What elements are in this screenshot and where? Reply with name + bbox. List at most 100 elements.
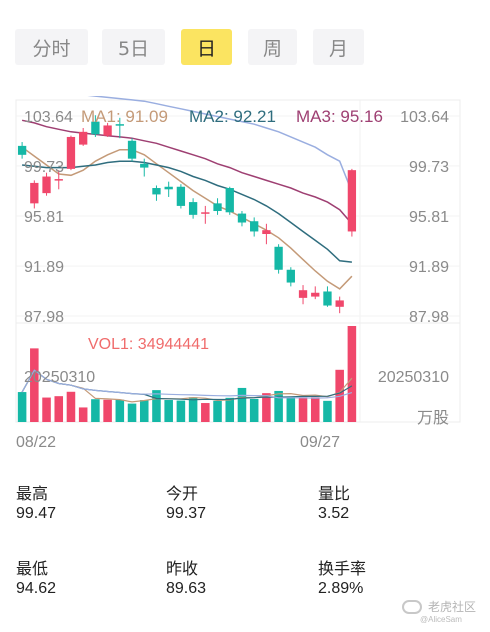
x-axis-end: 09/27 (300, 434, 340, 451)
price-tick-left: 91.89 (24, 259, 64, 276)
watermark-user: @AliceSam (420, 615, 462, 624)
volume-bar (225, 397, 235, 422)
candle-body (262, 230, 271, 235)
candle-body (335, 300, 344, 307)
stat-open-label: 今开 (166, 484, 199, 503)
volume-bar (42, 397, 51, 422)
candle-body (347, 170, 357, 232)
stat-turnover-value: 2.89% (318, 580, 364, 597)
candle-body (30, 182, 39, 204)
ma3-line (21, 119, 353, 225)
volume-bar (127, 403, 137, 422)
stat-volume-ratio-value: 3.52 (318, 505, 350, 522)
volume-unit: 万股 (417, 408, 449, 427)
tab-daily[interactable]: 日 (181, 29, 232, 65)
volume-bar (347, 326, 357, 422)
stat-open-value: 99.37 (166, 505, 207, 522)
volume-bar (17, 392, 27, 422)
volume-bar (286, 397, 296, 422)
candle-body (250, 221, 259, 232)
volume-legend: VOL1: 34944441 (88, 336, 209, 353)
ma1-line (21, 146, 353, 290)
volume-bar (164, 400, 173, 422)
volume-bar (30, 348, 39, 422)
candle-body (213, 203, 222, 212)
volume-bar (152, 390, 161, 422)
kline-chart[interactable]: 103.64 103.64 99.73 99.73 95.81 95.81 91.89 91.… (0, 96, 490, 456)
candle-body (274, 246, 283, 270)
tab-weekly[interactable]: 周 (248, 29, 297, 65)
price-tick-right: 87.98 (409, 309, 449, 326)
volume-bar (139, 400, 149, 422)
stat-high-label: 最高 (16, 484, 49, 503)
volume-bar (78, 407, 88, 422)
period-tabs: 分时 5日 日 周 月 (0, 0, 490, 90)
volume-bar (298, 397, 308, 422)
price-tick-left: 95.81 (24, 209, 64, 226)
watermark-text: 老虎社区 (428, 600, 477, 614)
volume-bar (274, 390, 283, 422)
candle-body (79, 131, 88, 145)
volume-bar (262, 393, 271, 422)
tab-5day[interactable]: 5日 (102, 29, 165, 65)
candle-body (140, 163, 149, 168)
candle-body (323, 291, 332, 306)
x-axis-start: 08/22 (16, 434, 56, 451)
volume-ma-line (21, 369, 353, 399)
volume-axis-top: 20250310 (378, 369, 449, 386)
tab-monthly[interactable]: 月 (313, 29, 364, 65)
candle-body (286, 269, 295, 283)
volume-bar (103, 399, 112, 422)
stat-low-value: 94.62 (16, 580, 57, 597)
volume-bar (188, 397, 198, 422)
candle-body (237, 213, 247, 223)
volume-bar (54, 396, 64, 422)
stat-high-value: 99.47 (16, 505, 57, 522)
candle-body (201, 212, 210, 214)
stat-prev-close-label: 昨收 (166, 559, 199, 578)
candle-body (127, 140, 137, 159)
volume-bars (17, 326, 357, 422)
stat-volume-ratio-label: 量比 (318, 484, 351, 503)
candle-body (176, 186, 186, 206)
price-tick-left: 103.64 (24, 109, 73, 126)
candle-body (164, 186, 173, 190)
moving-average-lines (21, 96, 353, 290)
ma2-legend: MA2: 92.21 (189, 107, 276, 126)
candle-body (17, 145, 27, 155)
chart-labels: 103.64 103.64 99.73 99.73 95.81 95.81 91.89 91.… (16, 107, 449, 451)
volume-bar (237, 387, 247, 422)
volume-axis-top-left: 20250310 (24, 369, 95, 386)
volume-bar (66, 391, 76, 422)
price-tick-right: 99.73 (409, 159, 449, 176)
ma3-legend: MA3: 95.16 (296, 107, 383, 126)
ma1-legend: MA1: 91.09 (81, 107, 168, 126)
candle-body (42, 176, 51, 194)
tab-intraday[interactable]: 分时 (15, 29, 88, 65)
stat-turnover-label: 换手率 (318, 559, 367, 578)
volume-bar (323, 400, 332, 422)
candle-body (298, 290, 308, 298)
candle-body (152, 188, 161, 195)
price-tick-right: 103.64 (400, 109, 449, 126)
volume-bar (201, 403, 210, 422)
candle-body (188, 202, 198, 215)
volume-bar (249, 398, 259, 422)
watermark: 老虎社区 @AliceSam (400, 596, 490, 632)
ma2-line (22, 160, 352, 263)
price-tick-left: 87.98 (24, 309, 64, 326)
candle-body (103, 125, 112, 136)
volume-bar (115, 399, 125, 422)
price-tick-left: 99.73 (24, 159, 64, 176)
candle-body (91, 121, 100, 135)
candle-body (225, 188, 234, 213)
candle-body (115, 124, 124, 126)
stat-low-label: 最低 (16, 559, 49, 578)
stat-prev-close-value: 89.63 (166, 580, 207, 597)
price-tick-right: 95.81 (409, 209, 449, 226)
volume-bar (91, 399, 100, 422)
price-tick-right: 91.89 (409, 259, 449, 276)
tiger-logo-icon (402, 600, 422, 614)
candle-body (66, 136, 76, 169)
candle-body (311, 292, 320, 297)
